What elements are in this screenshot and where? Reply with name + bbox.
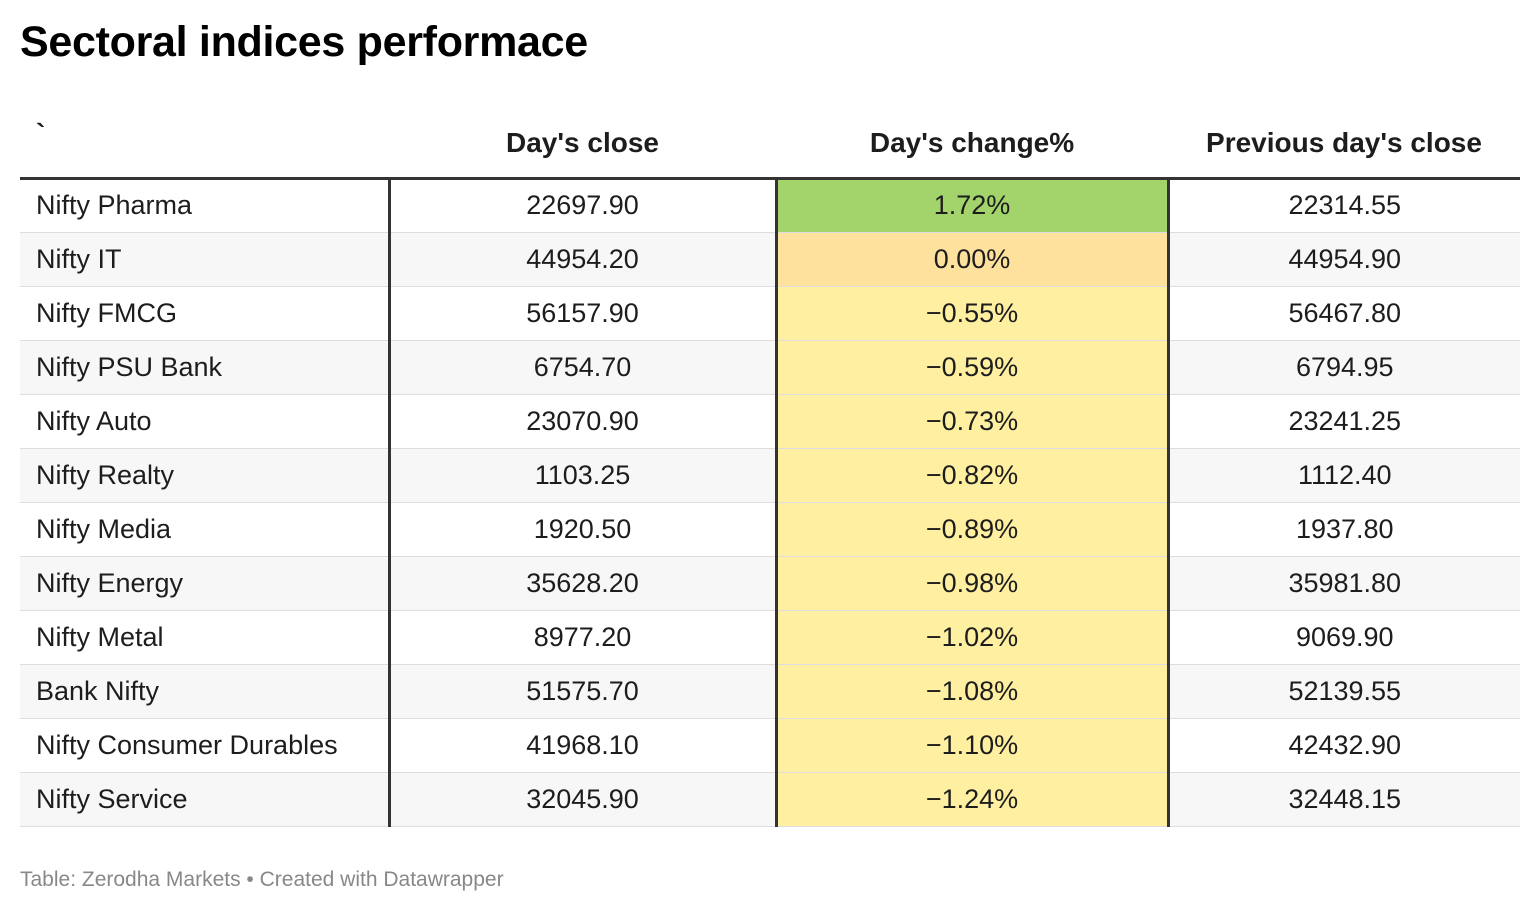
table-row: Nifty IT 44954.20 0.00% 44954.90 (20, 232, 1520, 287)
cell-previous-close: 52139.55 (1168, 664, 1520, 719)
column-header-days-close[interactable]: Day's close (389, 108, 776, 180)
cell-days-close: 6754.70 (389, 340, 778, 395)
cell-index-name: Nifty Media (20, 502, 391, 557)
cell-days-close: 56157.90 (389, 286, 778, 341)
table-row: Nifty PSU Bank 6754.70 −0.59% 6794.95 (20, 340, 1520, 395)
cell-index-name: Nifty PSU Bank (20, 340, 391, 395)
table-row: Nifty Pharma 22697.90 1.72% 22314.55 (20, 178, 1520, 233)
table-row: Bank Nifty 51575.70 −1.08% 52139.55 (20, 664, 1520, 719)
table-row: Nifty Realty 1103.25 −0.82% 1112.40 (20, 448, 1520, 503)
cell-index-name: Nifty IT (20, 232, 391, 287)
cell-days-close: 35628.20 (389, 556, 778, 611)
table-row: Nifty Media 1920.50 −0.89% 1937.80 (20, 502, 1520, 557)
cell-days-close: 23070.90 (389, 394, 778, 449)
table-row: Nifty FMCG 56157.90 −0.55% 56467.80 (20, 286, 1520, 341)
table-row: Nifty Energy 35628.20 −0.98% 35981.80 (20, 556, 1520, 611)
cell-days-close: 51575.70 (389, 664, 778, 719)
cell-days-change: −0.89% (776, 502, 1170, 557)
cell-days-close: 44954.20 (389, 232, 778, 287)
table-row: Nifty Service 32045.90 −1.24% 32448.15 (20, 772, 1520, 827)
table-row: Nifty Auto 23070.90 −0.73% 23241.25 (20, 394, 1520, 449)
cell-days-close: 32045.90 (389, 772, 778, 827)
cell-days-change: 1.72% (776, 178, 1170, 233)
column-header-name[interactable]: ` (20, 108, 389, 180)
cell-index-name: Bank Nifty (20, 664, 391, 719)
table-row: Nifty Metal 8977.20 −1.02% 9069.90 (20, 610, 1520, 665)
cell-days-change: −1.02% (776, 610, 1170, 665)
chart-title: Sectoral indices performace (20, 18, 588, 66)
cell-days-close: 1920.50 (389, 502, 778, 557)
cell-index-name: Nifty Pharma (20, 178, 391, 233)
cell-previous-close: 56467.80 (1168, 286, 1520, 341)
cell-days-change: −0.59% (776, 340, 1170, 395)
column-header-previous-close[interactable]: Previous day's close (1168, 108, 1520, 180)
table-body: Nifty Pharma 22697.90 1.72% 22314.55 Nifty I… (20, 178, 1520, 827)
table-header-row: ` Day's close Day's change% Previous day… (20, 108, 1520, 180)
cell-previous-close: 44954.90 (1168, 232, 1520, 287)
cell-days-change: −0.82% (776, 448, 1170, 503)
cell-index-name: Nifty Consumer Durables (20, 718, 391, 773)
cell-index-name: Nifty Auto (20, 394, 391, 449)
cell-previous-close: 1112.40 (1168, 448, 1520, 503)
table-row: Nifty Consumer Durables 41968.10 −1.10% 424… (20, 718, 1520, 773)
cell-previous-close: 35981.80 (1168, 556, 1520, 611)
cell-previous-close: 23241.25 (1168, 394, 1520, 449)
cell-index-name: Nifty Service (20, 772, 391, 827)
cell-previous-close: 22314.55 (1168, 178, 1520, 233)
cell-index-name: Nifty FMCG (20, 286, 391, 341)
cell-days-change: −1.10% (776, 718, 1170, 773)
cell-index-name: Nifty Energy (20, 556, 391, 611)
cell-days-change: −0.73% (776, 394, 1170, 449)
cell-previous-close: 9069.90 (1168, 610, 1520, 665)
cell-previous-close: 42432.90 (1168, 718, 1520, 773)
cell-previous-close: 1937.80 (1168, 502, 1520, 557)
cell-days-close: 1103.25 (389, 448, 778, 503)
cell-previous-close: 6794.95 (1168, 340, 1520, 395)
cell-days-change: −0.98% (776, 556, 1170, 611)
cell-days-close: 8977.20 (389, 610, 778, 665)
sectoral-indices-table: ` Day's close Day's change% Previous day… (20, 108, 1520, 827)
cell-days-close: 22697.90 (389, 178, 778, 233)
column-header-days-change[interactable]: Day's change% (776, 108, 1168, 180)
cell-index-name: Nifty Metal (20, 610, 391, 665)
cell-days-change: 0.00% (776, 232, 1170, 287)
cell-days-change: −1.08% (776, 664, 1170, 719)
source-footer: Table: Zerodha Markets • Created with Da… (20, 868, 504, 891)
cell-days-change: −1.24% (776, 772, 1170, 827)
cell-index-name: Nifty Realty (20, 448, 391, 503)
cell-days-close: 41968.10 (389, 718, 778, 773)
cell-previous-close: 32448.15 (1168, 772, 1520, 827)
cell-days-change: −0.55% (776, 286, 1170, 341)
